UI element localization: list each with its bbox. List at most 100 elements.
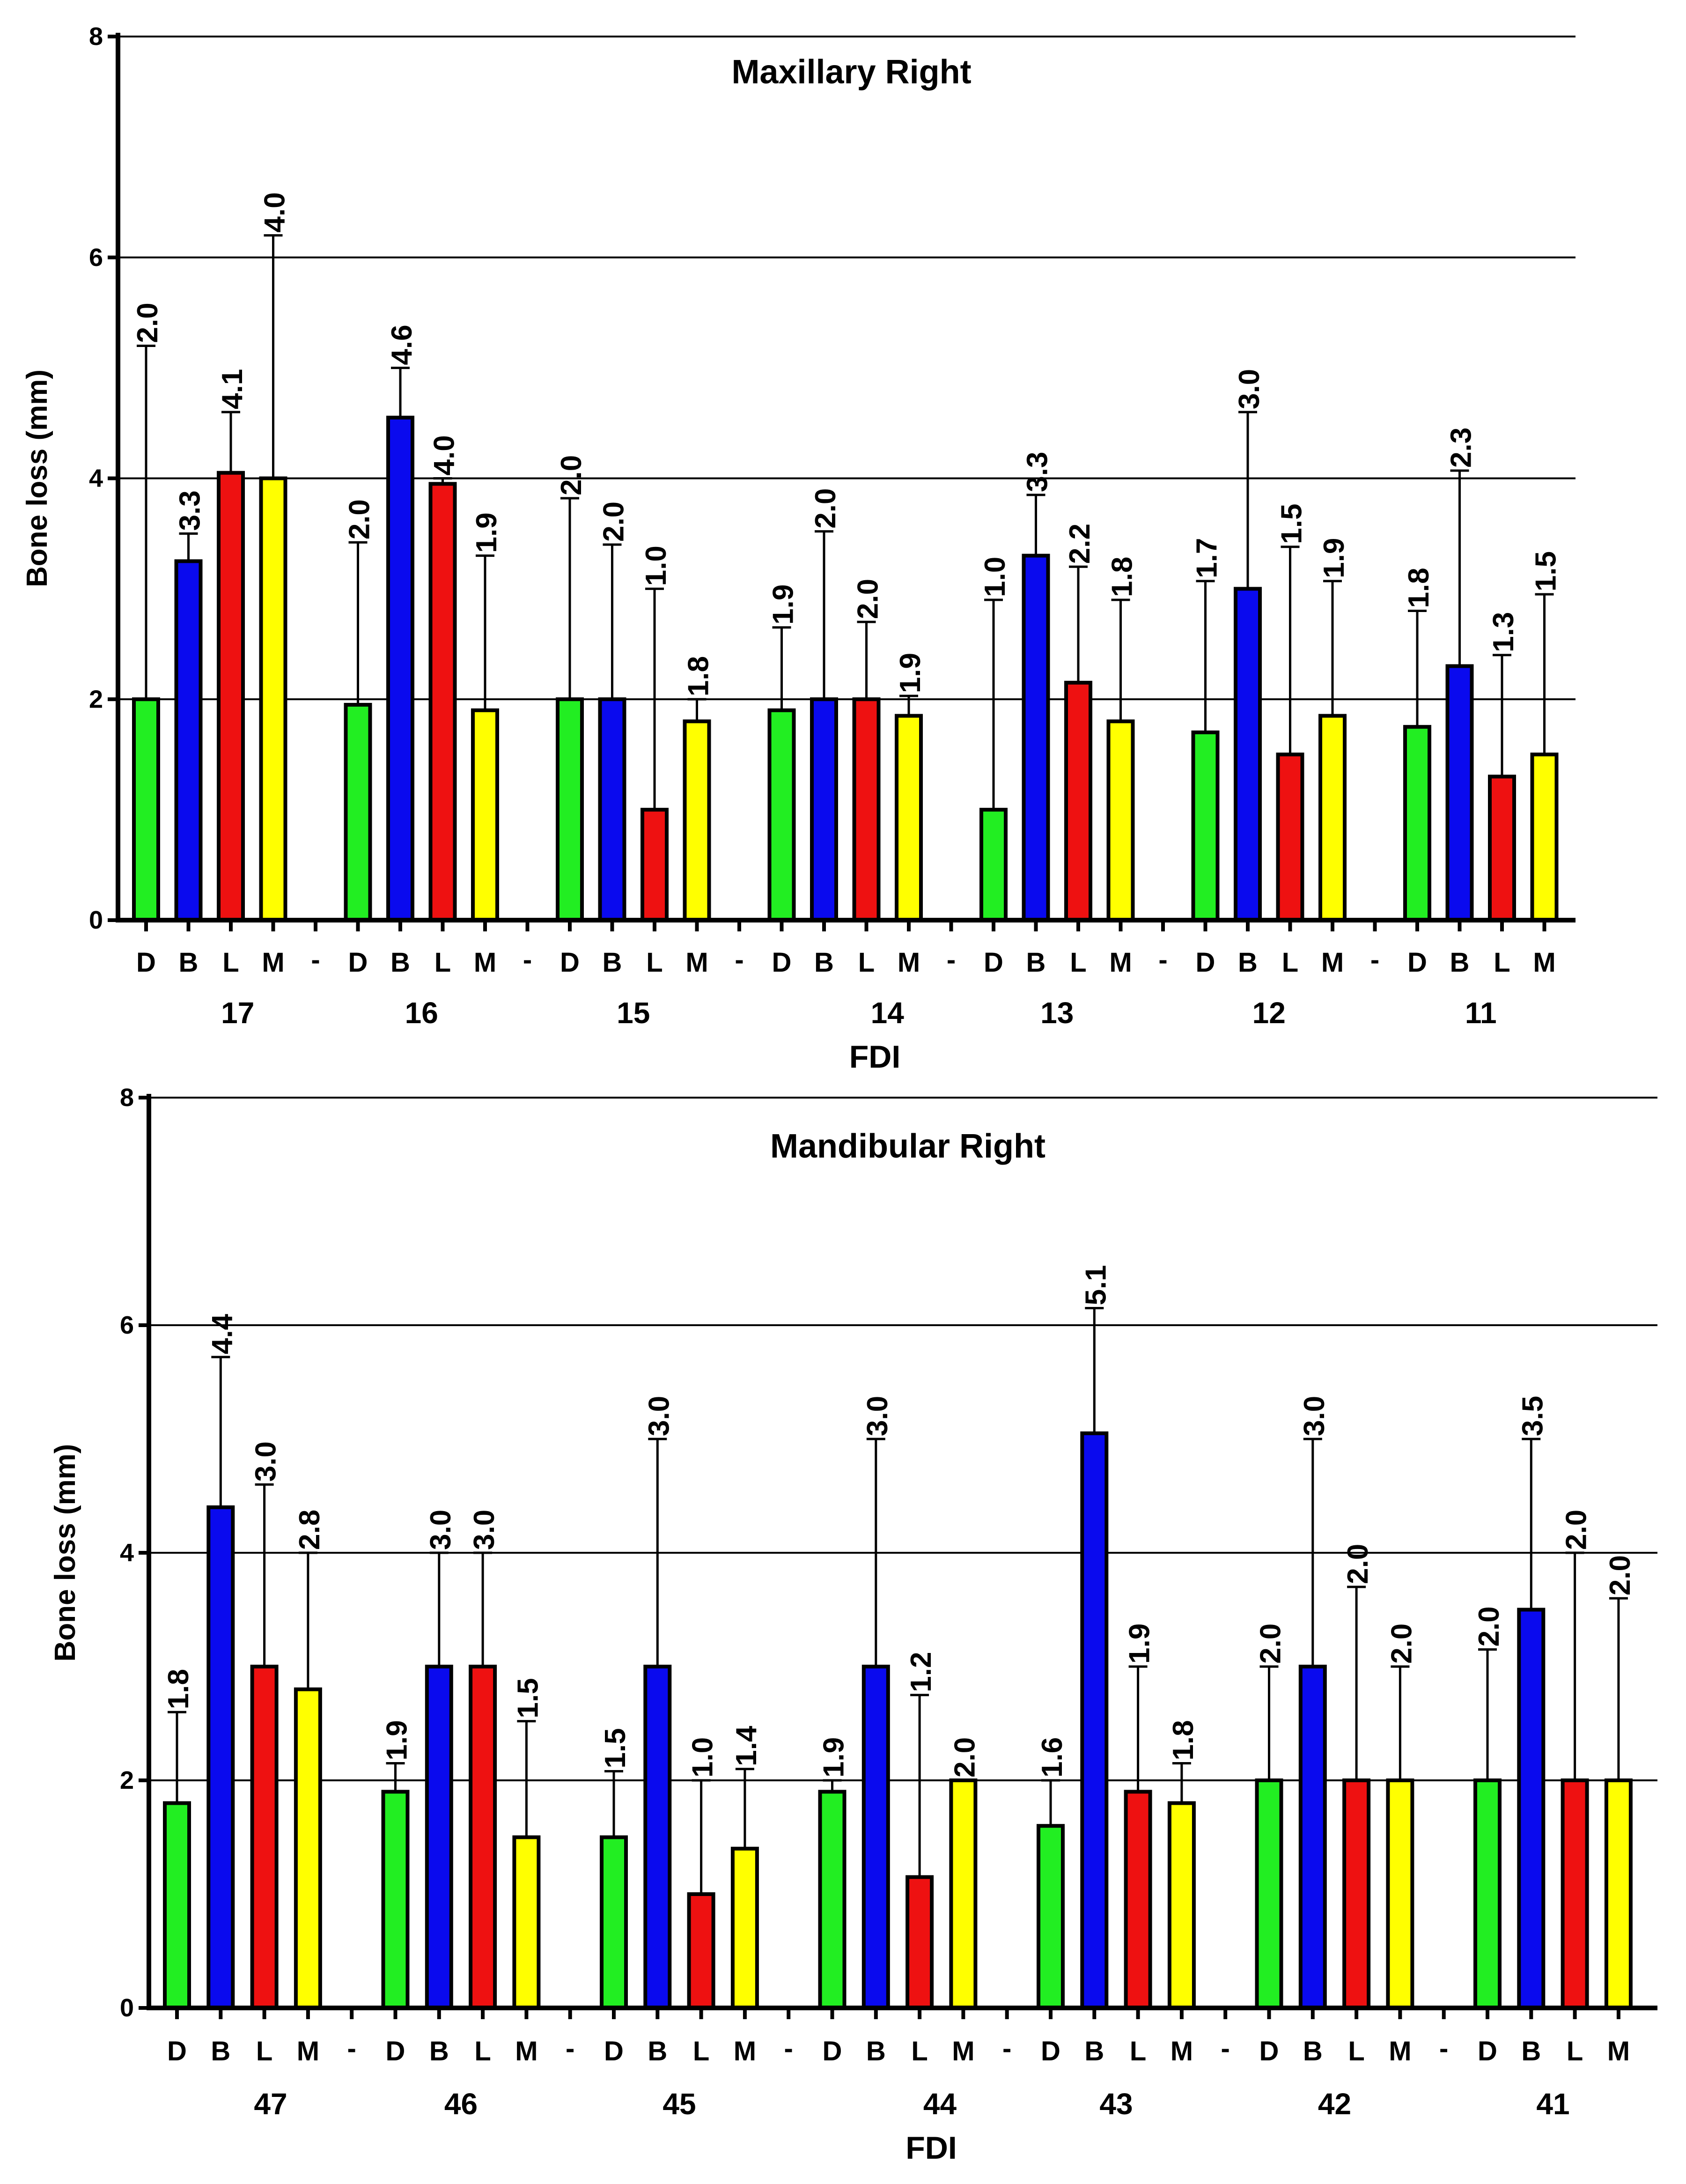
data-label: 3.0 <box>250 1441 282 1482</box>
data-label: 2.8 <box>294 1510 326 1550</box>
data-label: 2.0 <box>810 488 842 529</box>
data-label: 3.0 <box>1233 369 1266 409</box>
bar-16-M <box>471 708 499 922</box>
tooth-group-47: 1.8 D 4.4 B 3.0 L 2.8 M 47 <box>162 1313 326 2121</box>
surface-label: L <box>1348 2036 1364 2066</box>
surface-label: D <box>1041 2036 1060 2066</box>
bar-41-B <box>1517 1608 1546 2010</box>
bar-43-B <box>1080 1431 1109 2010</box>
separator-label: - <box>735 944 744 975</box>
data-label: 3.0 <box>643 1396 675 1436</box>
separator-label: - <box>347 2033 356 2064</box>
separator-label: - <box>1221 2033 1230 2064</box>
data-label: 1.9 <box>767 584 800 625</box>
data-label: 1.8 <box>1403 568 1435 608</box>
y-tick-label: 0 <box>120 1994 134 2022</box>
surface-label: L <box>911 2036 928 2066</box>
data-label: 1.9 <box>1318 538 1350 578</box>
data-label: 3.0 <box>1298 1396 1331 1436</box>
bar-41-L <box>1561 1778 1589 2010</box>
y-tick-label: 4 <box>120 1539 134 1567</box>
bar-46-B <box>425 1665 453 2010</box>
tooth-group-13: 1.0 D 3.3 B 2.2 L 1.8 M 13 <box>979 452 1139 1030</box>
bar-47-M <box>294 1687 322 2010</box>
surface-label: B <box>211 2036 230 2066</box>
y-axis-label: Bone loss (mm) <box>49 1444 81 1661</box>
bar-17-L <box>217 471 245 922</box>
surface-label: M <box>1171 2036 1193 2066</box>
data-label: 3.3 <box>1022 452 1054 492</box>
surface-label: D <box>772 947 792 978</box>
tooth-group-45: 1.5 D 3.0 B 1.0 L 1.4 M 45 <box>599 1396 763 2121</box>
data-label: 3.0 <box>468 1510 501 1550</box>
tooth-label: 44 <box>923 2087 957 2121</box>
bar-45-B <box>643 1665 672 2010</box>
bar-16-B <box>386 415 414 922</box>
bar-14-M <box>895 714 923 922</box>
bar-42-M <box>1386 1778 1414 2010</box>
data-label: 2.0 <box>132 303 164 343</box>
surface-label: B <box>866 2036 886 2066</box>
data-label: 1.8 <box>1167 1720 1200 1760</box>
bar-13-M <box>1106 719 1135 922</box>
surface-label: B <box>1026 947 1046 978</box>
bar-11-L <box>1488 775 1516 922</box>
surface-label: L <box>858 947 875 978</box>
surface-label: B <box>603 947 622 978</box>
data-label: 2.0 <box>1385 1623 1418 1664</box>
tooth-group-44: 1.9 D 3.0 B 1.2 L 2.0 M 44 <box>818 1396 981 2121</box>
bar-46-D <box>381 1790 410 2010</box>
bar-15-B <box>598 697 626 922</box>
bar-45-M <box>730 1846 759 2010</box>
tooth-label: 47 <box>254 2087 287 2121</box>
surface-label: D <box>1196 947 1215 978</box>
tooth-label: 14 <box>871 996 905 1030</box>
tooth-group-41: 2.0 D 3.5 B 2.0 L 2.0 M 41 <box>1473 1396 1636 2121</box>
surface-label: B <box>1238 947 1258 978</box>
surface-label: B <box>1521 2036 1541 2066</box>
surface-label: L <box>646 947 663 978</box>
data-label: 2.0 <box>1561 1510 1593 1550</box>
tooth-label: 46 <box>444 2087 478 2121</box>
data-label: 2.0 <box>852 579 884 619</box>
bar-45-D <box>600 1835 628 2010</box>
data-label: 1.7 <box>1191 538 1223 578</box>
data-label: 1.0 <box>979 557 1011 597</box>
tooth-label: 17 <box>221 996 254 1030</box>
bar-46-L <box>469 1665 497 2010</box>
data-label: 1.4 <box>730 1726 763 1766</box>
surface-label: M <box>515 2036 537 2066</box>
data-label: 1.9 <box>1124 1623 1156 1664</box>
tooth-label: 45 <box>663 2087 696 2121</box>
surface-label: M <box>1321 947 1344 978</box>
y-tick-label: 2 <box>89 685 103 713</box>
bar-16-D <box>344 703 372 922</box>
surface-label: D <box>386 2036 405 2066</box>
bar-42-D <box>1255 1778 1283 2010</box>
surface-label: B <box>179 947 199 978</box>
data-label: 2.0 <box>1473 1606 1505 1646</box>
tooth-label: 12 <box>1252 996 1286 1030</box>
data-label: 1.2 <box>905 1652 937 1692</box>
surface-label: L <box>1494 947 1510 978</box>
bar-11-B <box>1445 664 1474 922</box>
tooth-label: 16 <box>405 996 438 1030</box>
surface-label: M <box>1533 947 1555 978</box>
bar-17-B <box>174 559 203 922</box>
separator-label: - <box>1002 2033 1011 2064</box>
data-label: 3.5 <box>1517 1396 1549 1436</box>
y-tick-label: 2 <box>120 1766 134 1794</box>
bar-15-D <box>556 697 584 922</box>
bar-43-D <box>1037 1824 1065 2010</box>
data-label: 4.0 <box>259 192 291 232</box>
surface-label: M <box>1109 947 1132 978</box>
y-tick-label: 8 <box>120 1084 134 1112</box>
data-label: 3.3 <box>174 490 206 531</box>
surface-label: B <box>1450 947 1470 978</box>
bar-41-M <box>1604 1778 1633 2010</box>
data-label: 2.0 <box>1342 1544 1374 1584</box>
bar-44-D <box>818 1790 847 2010</box>
bar-11-D <box>1403 725 1431 922</box>
